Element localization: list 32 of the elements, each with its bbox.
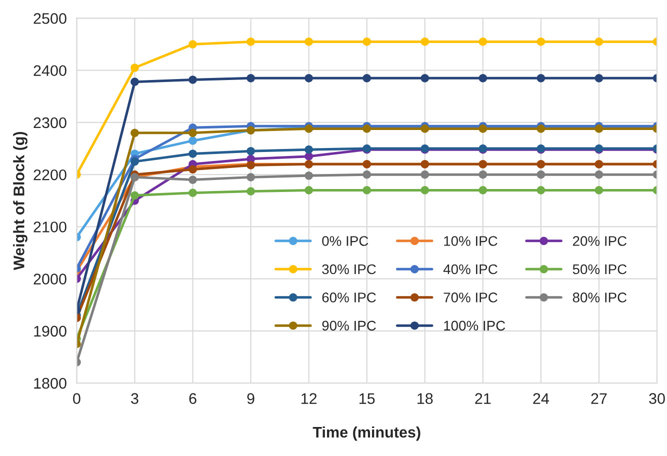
x-tick-label: 12 <box>301 393 317 404</box>
y-axis-title: Weight of Block (g) <box>13 132 28 270</box>
x-tick-label: 0 <box>73 393 80 404</box>
legend-label: 10% IPC <box>444 236 498 246</box>
x-axis-title: Time (minutes) <box>312 426 420 441</box>
legend-label: 40% IPC <box>443 264 498 274</box>
x-tick-label: 27 <box>591 393 607 404</box>
y-tick-label: 2400 <box>34 65 66 76</box>
x-tick-label: 3 <box>131 393 138 404</box>
x-tick-label: 24 <box>533 393 549 404</box>
legend-label: 90% IPC <box>322 320 376 331</box>
legend-label: 60% IPC <box>322 292 376 302</box>
y-tick-label: 1900 <box>34 326 66 337</box>
y-tick-label: 2000 <box>34 274 66 284</box>
x-tick-label: 30 <box>649 393 665 404</box>
x-tick-label: 18 <box>418 393 433 404</box>
y-tick-label: 2200 <box>34 169 66 180</box>
legend-label: 70% IPC <box>444 292 498 302</box>
legend-label: 0% IPC <box>322 236 368 246</box>
legend-label: 30% IPC <box>322 264 376 274</box>
y-tick-label: 1800 <box>34 378 66 389</box>
legend-label: 50% IPC <box>572 264 627 274</box>
y-tick-label: 2500 <box>34 13 66 24</box>
legend-label: 100% IPC <box>444 320 506 331</box>
x-tick-label: 6 <box>189 393 196 404</box>
legend-label: 20% IPC <box>572 236 627 246</box>
y-tick-label: 2300 <box>34 117 66 128</box>
x-tick-label: 9 <box>247 393 254 404</box>
y-tick-label: 2100 <box>34 222 66 232</box>
x-tick-label: 15 <box>360 393 375 404</box>
x-tick-label: 21 <box>475 393 491 404</box>
legend-label: 80% IPC <box>572 292 627 302</box>
